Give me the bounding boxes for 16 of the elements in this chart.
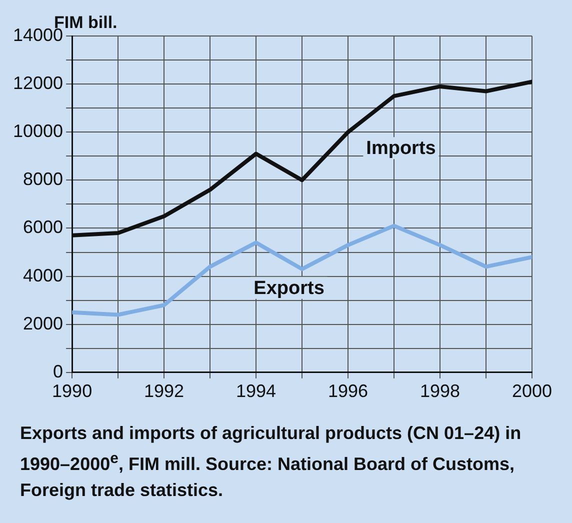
y-tick-label: 8000 xyxy=(23,169,64,190)
y-tick-label: 2000 xyxy=(23,313,64,334)
series-label: Imports xyxy=(366,138,436,160)
x-tick-label: 1998 xyxy=(420,381,460,402)
y-tick-label: 6000 xyxy=(23,217,64,238)
text: Exports and imports of agricultural products (CN 01–24) in 1990–2000$^{e}$, FIM mill. Source: National Board of Customs, Foreign trade statistics. xyxy=(20,422,522,502)
x-tick-label: 1996 xyxy=(328,381,368,402)
y-tick-label: 0 xyxy=(53,361,64,382)
x-tick-label: 1990 xyxy=(52,381,92,402)
series-label: Exports xyxy=(254,278,324,299)
y-tick-label: 4000 xyxy=(23,265,64,286)
y-tick-label: 10000 xyxy=(12,121,64,142)
x-tick-label: 1994 xyxy=(236,381,276,402)
x-tick-label: 2000 xyxy=(512,381,552,402)
y-tick-label: 12000 xyxy=(12,73,64,94)
x-tick-label: 1992 xyxy=(144,381,184,402)
